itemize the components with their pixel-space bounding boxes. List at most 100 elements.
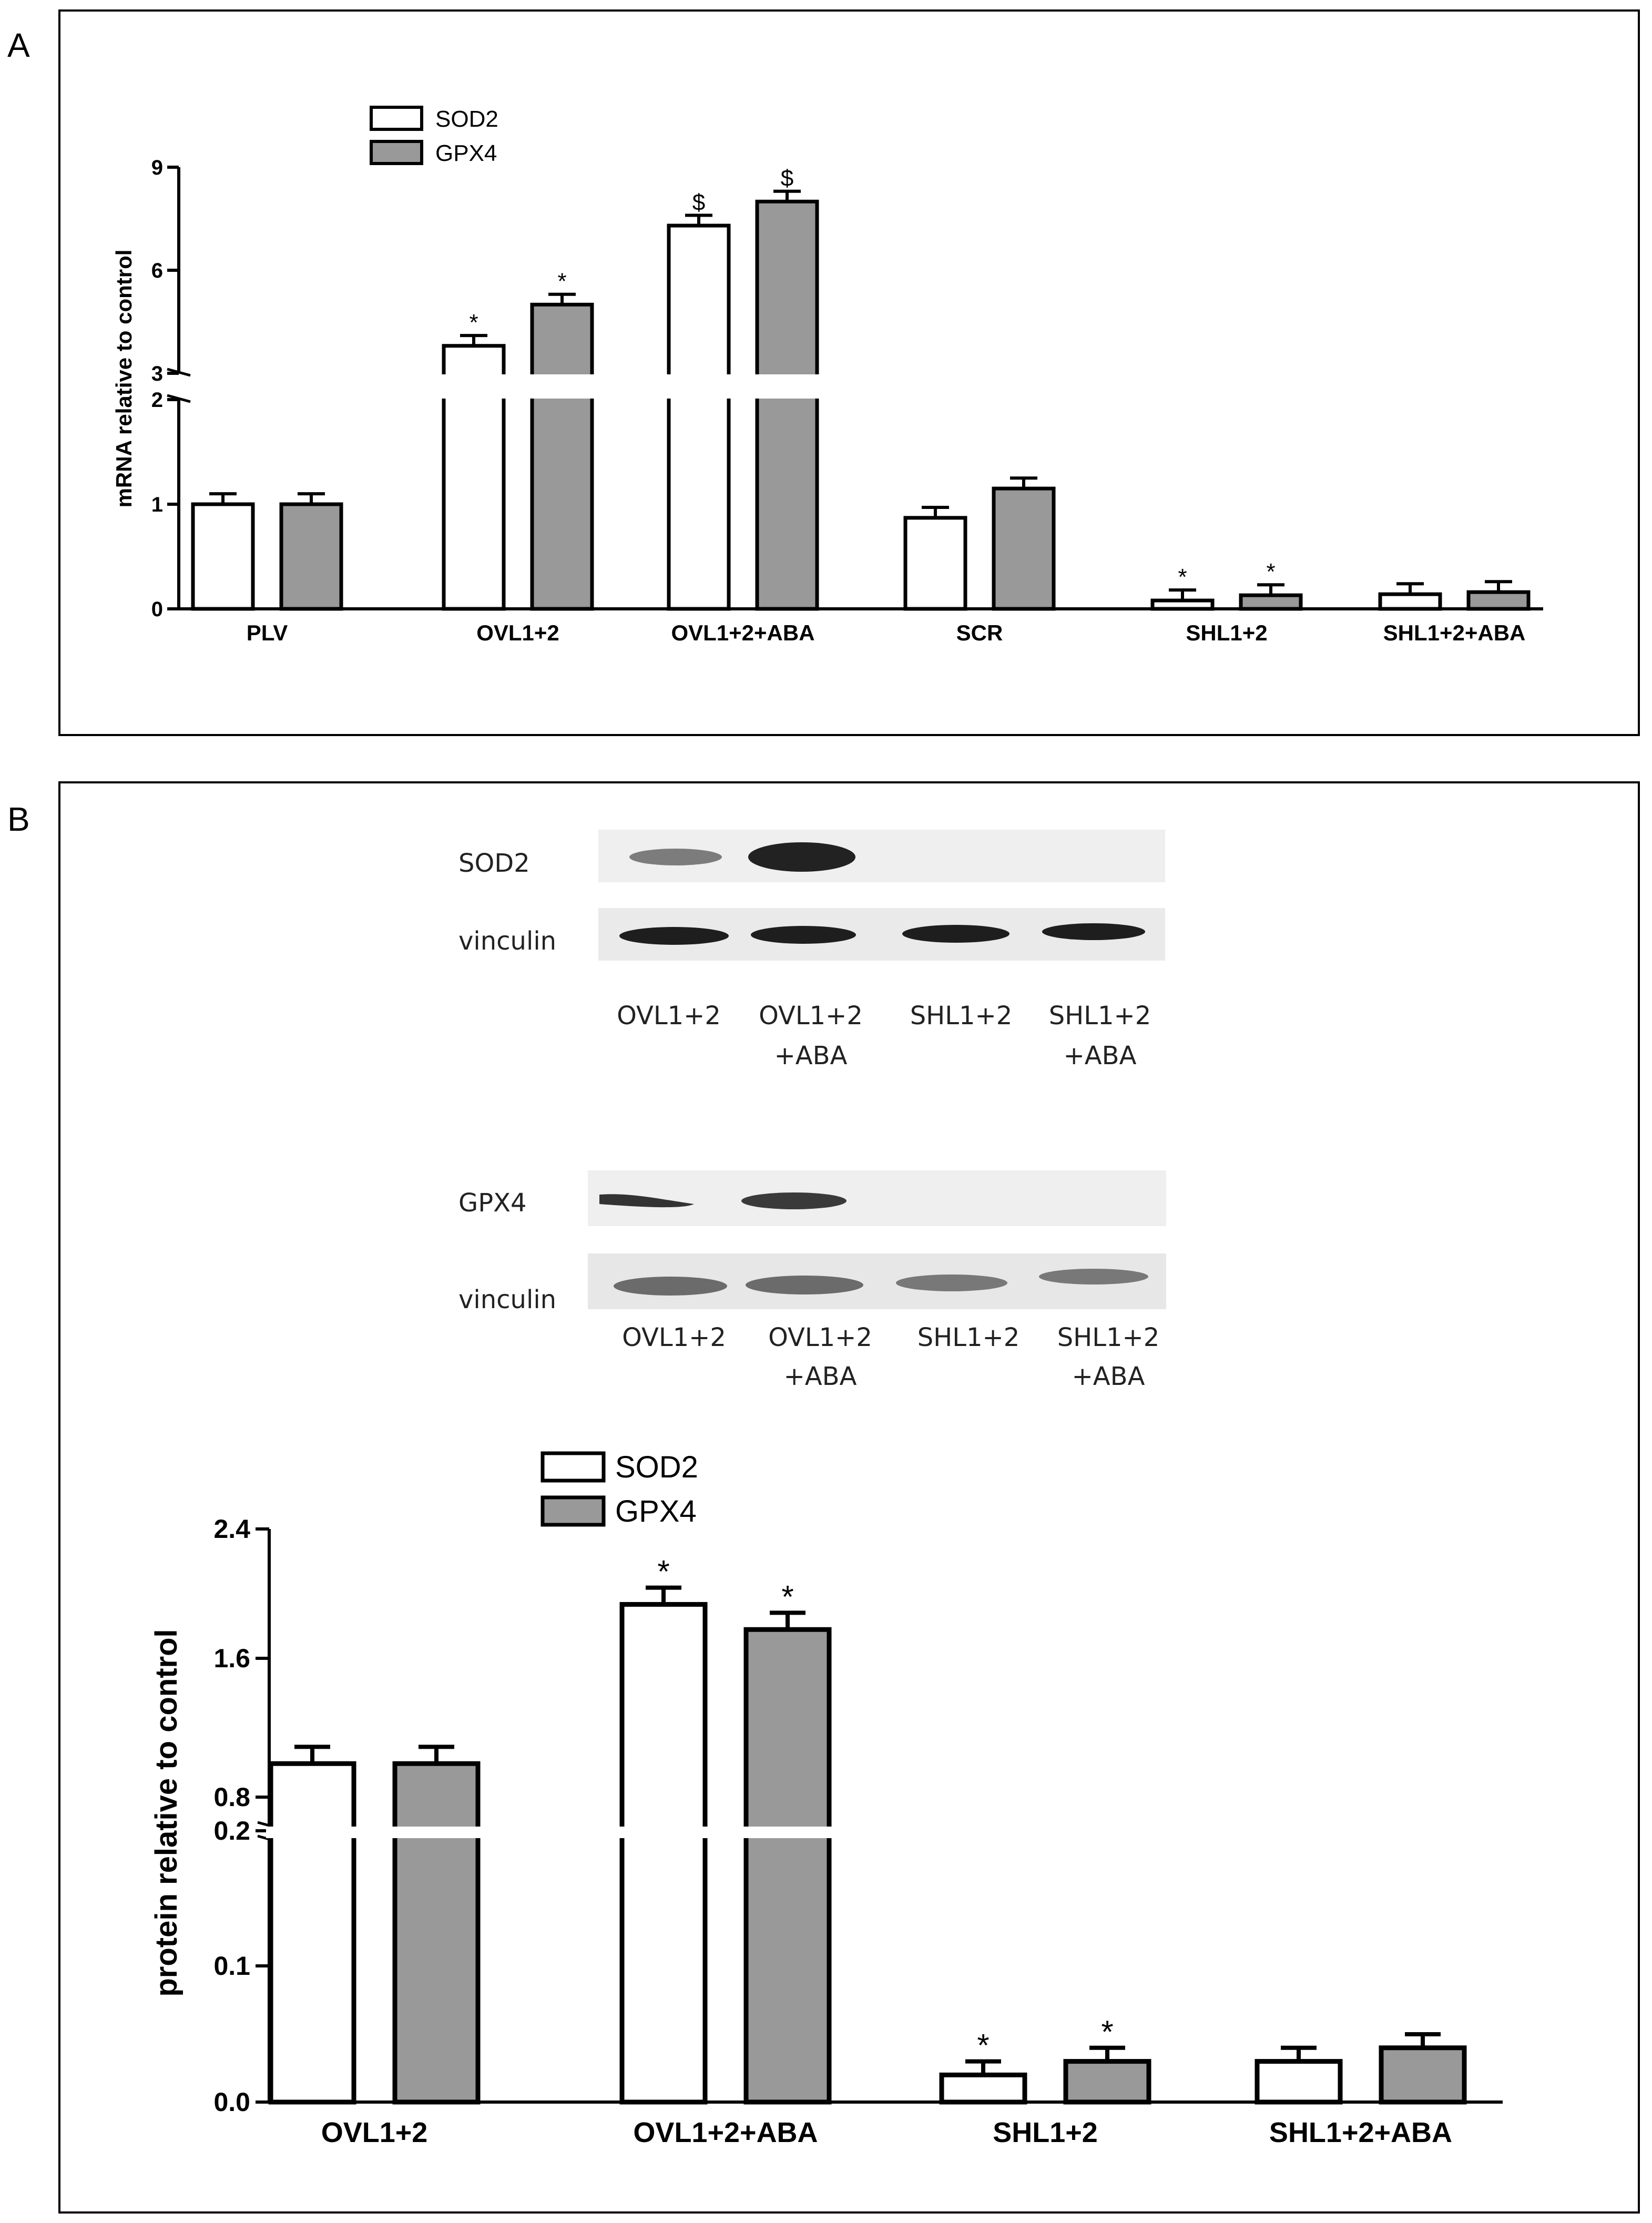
blot-sod2-target-label: SOD2 [458, 849, 530, 878]
x-category-label-a-plv: PLV [247, 620, 288, 645]
lane-sod2-2: OVL1+2 [759, 1001, 863, 1031]
band-sod2-vinculin-lane4 [1042, 923, 1145, 940]
error-bar-chartb-sod2-0 [294, 1745, 330, 1764]
x-category-label-a-shl-aba: SHL1+2+ABA [1383, 620, 1526, 645]
band-gpx4-lane2 [741, 1192, 847, 1209]
error-bar-charta-gpx4-5 [1485, 580, 1512, 593]
band-gpx4-vinculin-lane4 [1039, 1269, 1148, 1284]
error-bar-chartb-gpx4-2 [1089, 2045, 1125, 2062]
x-category-label-a-ovl-aba: OVL1+2+ABA [671, 620, 814, 645]
error-bar-charta-gpx4-3 [1010, 476, 1037, 489]
significance-mark-charta-sod2-1: * [469, 310, 478, 335]
legend-b-gpx4-swatch [541, 1495, 606, 1527]
y-tick-label-b-2.4: 2.4 [213, 1514, 250, 1544]
blot-gpx4-target-label: GPX4 [458, 1188, 527, 1218]
chart-b: SOD2 GPX4 protein relative to control 2.… [149, 1450, 1503, 2148]
bar-chartb-gpx4-3 [1379, 2045, 1467, 2105]
panel-b-frame [58, 781, 1640, 2214]
lane-gpx4-3: SHL1+2 [917, 1323, 1020, 1352]
significance-mark-charta-gpx4-1: * [557, 269, 566, 294]
bar-chartb-gpx4-1 [743, 1627, 832, 2105]
lane-gpx4-1: OVL1+2 [622, 1323, 726, 1352]
x-category-label-a-ovl: OVL1+2 [476, 620, 559, 645]
error-bar-charta-sod2-4 [1169, 588, 1196, 601]
error-bar-charta-gpx4-0 [298, 492, 325, 504]
x-category-label-a-scr: SCR [956, 620, 1003, 645]
blot-gpx4-strip [588, 1170, 1166, 1226]
error-bar-charta-sod2-3 [922, 505, 949, 518]
error-bar-chartb-gpx4-1 [770, 1610, 805, 1630]
legend-b-sod2-swatch [541, 1451, 606, 1483]
significance-mark-charta-gpx4-2: $ [781, 166, 793, 191]
band-gpx4-vinculin-lane2 [746, 1276, 863, 1294]
axis-break-gap-charta-sod2-1 [440, 374, 507, 399]
legend-b-sod2-label: SOD2 [615, 1450, 698, 1484]
significance-mark-chartb-sod2-2: * [977, 2028, 989, 2063]
legend-a-gpx4-label: GPX4 [435, 140, 497, 166]
lane-gpx4-4-line2: +ABA [1072, 1362, 1145, 1391]
error-bar-charta-sod2-5 [1396, 582, 1424, 595]
bar-chartb-sod2-2 [939, 2072, 1027, 2105]
y-tick-label-a-0: 0 [151, 598, 163, 621]
legend-a-sod2-swatch [370, 106, 423, 131]
lane-sod2-4: SHL1+2 [1049, 1001, 1151, 1031]
lane-sod2-4-line2: +ABA [1064, 1041, 1137, 1070]
gpx4-western-blot: GPX4 vinculin OVL1+2 OVL1+2 +ABA SHL1+2 … [458, 1170, 1166, 1391]
error-bar-chartb-gpx4-0 [419, 1745, 454, 1764]
error-bar-charta-gpx4-2 [773, 189, 801, 202]
band-gpx4-vinculin-lane3 [896, 1274, 1007, 1291]
y-tick-label-a-6: 6 [151, 259, 163, 282]
legend-b-gpx4-label: GPX4 [615, 1494, 697, 1528]
axis-break-gap-charta-gpx4-1 [528, 374, 596, 399]
y-tick-label-b-1.6: 1.6 [213, 1644, 250, 1673]
band-sod2-vinculin-lane3 [902, 925, 1009, 943]
bar-charta-gpx4-0 [279, 502, 343, 611]
lane-sod2-2-line2: +ABA [774, 1041, 848, 1070]
band-sod2-lane2 [748, 842, 855, 872]
bar-chartb-sod2-3 [1255, 2059, 1343, 2105]
bar-charta-gpx4-1 [530, 302, 594, 611]
axis-break-gap-charta-sod2-2 [665, 374, 732, 399]
significance-mark-chartb-gpx4-1: * [781, 1579, 793, 1614]
panel-b-label: B [7, 800, 30, 838]
y-tick-label-b-0.8: 0.8 [213, 1782, 250, 1812]
axis-break-gap-chartb-gpx4-1 [741, 1827, 834, 1838]
bar-chartb-gpx4-0 [392, 1761, 481, 2105]
lane-sod2-3: SHL1+2 [910, 1001, 1013, 1031]
bar-charta-gpx4-5 [1466, 590, 1531, 611]
y-tick-label-a-2: 2 [151, 389, 163, 412]
sod2-western-blot: SOD2 vinculin OVL1+2 OVL1+2 +ABA SHL1+2 … [458, 830, 1165, 1070]
error-bar-chartb-sod2-3 [1281, 2045, 1317, 2062]
significance-mark-chartb-gpx4-2: * [1101, 2014, 1113, 2049]
band-gpx4-vinculin-lane1 [614, 1277, 727, 1296]
blot-gpx4-loading-label: vinculin [458, 1285, 556, 1314]
bar-charta-sod2-3 [903, 516, 967, 611]
bar-chartb-sod2-0 [268, 1761, 356, 2105]
bar-chartb-sod2-1 [619, 1602, 708, 2105]
y-axis-label-a: mRNA relative to control [111, 250, 136, 508]
bar-chartb-gpx4-2 [1063, 2059, 1151, 2105]
y-tick-label-a-3: 3 [151, 362, 163, 385]
panel-a-frame [58, 9, 1640, 736]
y-tick-label-b-0.2: 0.2 [213, 1816, 250, 1845]
band-gpx4-lane1 [599, 1194, 694, 1208]
legend-a-sod2-label: SOD2 [435, 106, 498, 132]
y-tick-label-a-1: 1 [151, 493, 163, 516]
y-tick-label-a-9: 9 [151, 156, 163, 179]
error-bar-charta-gpx4-4 [1257, 583, 1284, 596]
significance-mark-charta-gpx4-4: * [1266, 559, 1275, 585]
axis-break-gap-chartb-sod2-0 [266, 1827, 359, 1838]
significance-mark-charta-sod2-2: $ [692, 189, 705, 215]
chart-a: SOD2 GPX4 mRNA relative to control 9 6 3… [111, 106, 1543, 645]
band-sod2-lane1 [629, 849, 722, 865]
bar-charta-sod2-0 [191, 502, 255, 611]
x-category-label-b-ovl: OVL1+2 [321, 2117, 428, 2148]
error-bar-chartb-gpx4-3 [1405, 2032, 1441, 2048]
lane-gpx4-2: OVL1+2 [768, 1323, 872, 1352]
y-axis-label-b: protein relative to control [149, 1629, 183, 1996]
x-category-label-a-shl: SHL1+2 [1186, 620, 1267, 645]
band-sod2-vinculin-lane1 [619, 927, 729, 945]
legend-a-gpx4-swatch [370, 140, 423, 165]
error-bar-chartb-sod2-1 [646, 1585, 681, 1605]
